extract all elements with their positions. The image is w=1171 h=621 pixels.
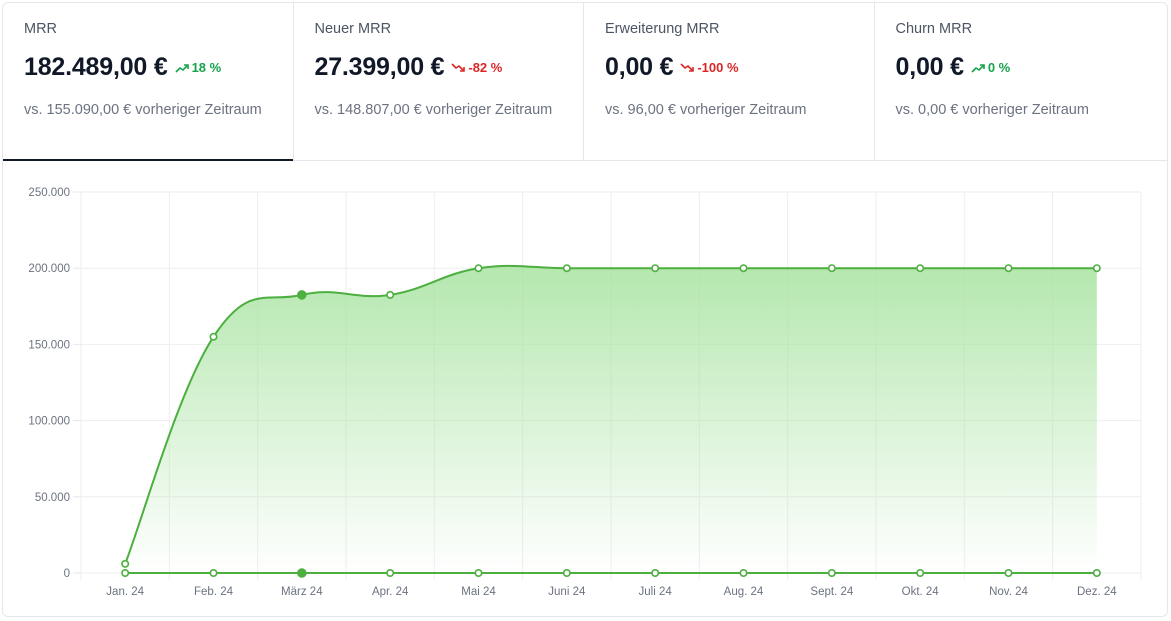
trend-up-icon	[175, 63, 189, 73]
x-tick-label: Juni 24	[548, 586, 586, 598]
kpi-tab-churn-mrr[interactable]: Churn MRR 0,00 € 0 % vs. 0,00 € vorherig…	[875, 3, 1168, 160]
x-tick-label: Dez. 24	[1077, 586, 1117, 598]
kpi-compare: vs. 0,00 € vorheriger Zeitraum	[895, 102, 1089, 118]
x-tick-label: Apr. 24	[372, 586, 409, 598]
data-point	[297, 568, 307, 578]
kpi-title: Neuer MRR	[314, 21, 392, 37]
kpi-tab-neuer-mrr[interactable]: Neuer MRR 27.399,00 € -82 % vs. 148.807,…	[294, 3, 584, 160]
x-tick-label: Jan. 24	[106, 586, 144, 598]
kpi-delta: 18 %	[175, 60, 222, 75]
data-point	[386, 568, 395, 577]
data-point	[562, 264, 571, 273]
x-tick-label: Sept. 24	[810, 586, 853, 598]
y-tick-label: 200.000	[28, 263, 70, 275]
x-tick-label: Feb. 24	[194, 586, 234, 598]
trend-down-icon	[451, 62, 466, 72]
data-point	[739, 264, 748, 273]
data-point	[916, 568, 925, 577]
data-point	[386, 290, 395, 299]
kpi-delta: 0 %	[971, 60, 1010, 75]
kpi-delta-value: 0 %	[987, 60, 1011, 75]
data-point	[209, 568, 218, 577]
data-point	[651, 264, 660, 273]
data-point	[916, 264, 925, 273]
data-point	[474, 568, 483, 577]
data-point	[739, 568, 748, 577]
data-point	[1004, 264, 1013, 273]
kpi-delta: -82 %	[451, 60, 502, 75]
kpi-delta: -100 %	[680, 60, 739, 75]
data-point	[297, 290, 307, 300]
kpi-tabs: MRR 182.489,00 € 18 % vs. 155.090,00 € v…	[3, 3, 1167, 161]
kpi-delta-value: -82 %	[468, 60, 503, 75]
kpi-title: Erweiterung MRR	[605, 21, 720, 37]
kpi-delta-value: -100 %	[697, 60, 739, 75]
y-tick-label: 100.000	[28, 416, 70, 428]
x-tick-label: Aug. 24	[724, 586, 764, 598]
y-tick-label: 250.000	[28, 187, 70, 199]
kpi-compare: vs. 148.807,00 € vorheriger Zeitraum	[314, 102, 553, 118]
kpi-tab-erweiterung-mrr[interactable]: Erweiterung MRR 0,00 € -100 % vs. 96,00 …	[584, 3, 875, 160]
data-point	[827, 568, 836, 577]
kpi-title: Churn MRR	[895, 21, 973, 37]
kpi-title: MRR	[24, 21, 58, 37]
data-point	[651, 568, 660, 577]
data-point	[1004, 568, 1013, 577]
x-tick-label: Juli 24	[639, 586, 673, 598]
y-tick-label: 150.000	[28, 339, 70, 351]
kpi-compare: vs. 96,00 € vorheriger Zeitraum	[605, 102, 807, 118]
data-point	[562, 568, 571, 577]
data-point	[827, 264, 836, 273]
data-point	[209, 332, 218, 341]
series-area-fill	[125, 265, 1097, 573]
x-tick-label: Okt. 24	[902, 586, 940, 598]
kpi-tab-mrr[interactable]: MRR 182.489,00 € 18 % vs. 155.090,00 € v…	[3, 3, 294, 161]
kpi-compare: vs. 155.090,00 € vorheriger Zeitraum	[24, 102, 262, 118]
mrr-line-chart[interactable]: 0 50.000 100.000 150.000 200.000 250.000 Jan.…	[3, 160, 1168, 616]
data-point	[1092, 568, 1101, 577]
y-tick-label: 0	[64, 568, 70, 580]
data-point	[1092, 264, 1101, 273]
kpi-value: 0,00 €	[605, 53, 674, 81]
x-tick-label: März 24	[281, 586, 323, 598]
kpi-delta-value: 18 %	[191, 60, 222, 75]
x-tick-label: Mai 24	[461, 586, 496, 598]
trend-down-icon	[680, 62, 695, 72]
chart-area: 0 50.000 100.000 150.000 200.000 250.000 Jan.…	[3, 160, 1168, 616]
data-point	[121, 568, 130, 577]
kpi-value: 0,00 €	[895, 53, 965, 81]
kpi-value: 182.489,00 €	[24, 53, 168, 81]
trend-up-icon	[971, 63, 985, 73]
kpi-value: 27.399,00 €	[314, 53, 445, 81]
data-point	[474, 264, 483, 273]
data-point	[121, 559, 130, 568]
x-tick-label: Nov. 24	[989, 586, 1028, 598]
y-tick-label: 50.000	[35, 492, 70, 504]
